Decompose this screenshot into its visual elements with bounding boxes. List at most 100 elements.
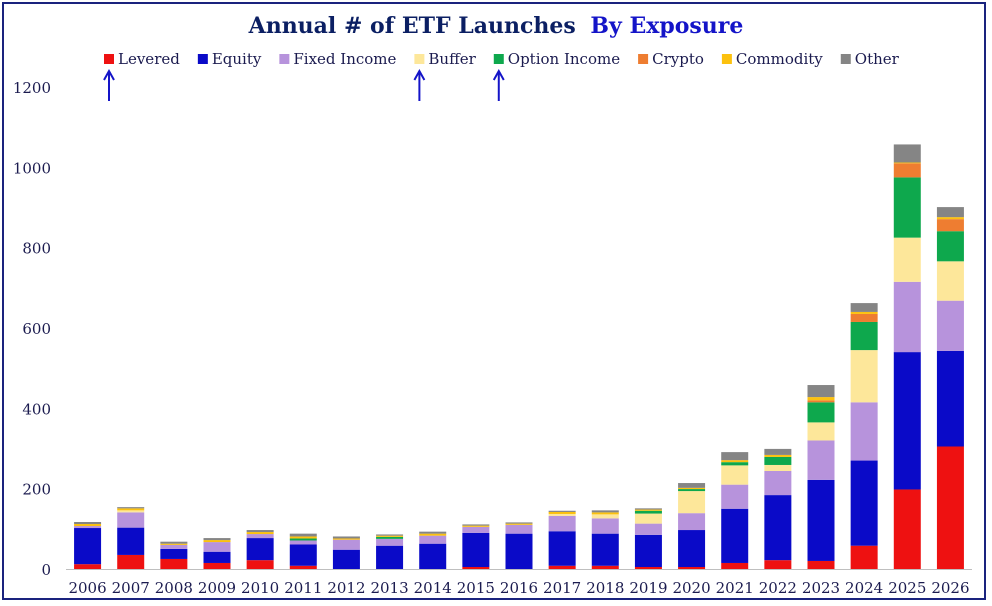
bar-segment-option-income (678, 489, 706, 492)
legend-item-equity: Equity (197, 50, 262, 68)
bar-segment-levered (634, 566, 662, 569)
bar-segment-fixed-income (203, 542, 231, 552)
bar-segment-other (289, 533, 317, 537)
legend-swatch (840, 54, 851, 64)
chart-title: Annual # of ETF Launches By Exposure (248, 13, 744, 39)
x-tick-label: 2014 (414, 579, 452, 597)
bar-segment-levered (591, 565, 619, 569)
bar-segment-equity (807, 479, 835, 561)
bar-segment-other (203, 538, 231, 541)
bar-segment-other (505, 522, 533, 524)
x-tick-label: 2019 (629, 579, 667, 597)
legend-swatch (414, 54, 425, 64)
bar-segment-other (850, 303, 878, 312)
legend-swatch (721, 54, 732, 64)
y-tick-label: 1200 (13, 79, 51, 97)
legend-swatch (104, 54, 114, 64)
legend-label: Commodity (736, 50, 823, 68)
bar-segment-other (117, 507, 145, 509)
bar-segment-fixed-income (160, 544, 188, 549)
x-tick-label: 2022 (759, 579, 797, 597)
bar-segment-other (721, 452, 749, 461)
y-tick-label: 1000 (13, 159, 51, 177)
bar-segment-levered (289, 565, 317, 569)
bar-segment-fixed-income (548, 515, 576, 532)
bar-segment-other (74, 522, 102, 525)
y-axis: 0 200 400 600 800 1000 1200 (13, 79, 51, 579)
bar-segment-fixed-income (117, 512, 145, 528)
y-tick-label: 800 (22, 240, 51, 258)
x-tick-label: 2025 (888, 579, 926, 597)
bar-segment-fixed-income (850, 402, 878, 461)
bar-segment-equity (678, 530, 706, 567)
legend-label: Buffer (428, 50, 476, 68)
bar-stack-2026 (936, 207, 964, 569)
bar-segment-fixed-income (893, 281, 921, 353)
legend-item-levered: Levered (104, 50, 180, 68)
legend-item-option-income: Option Income (493, 50, 620, 68)
x-tick-label: 2013 (370, 579, 408, 597)
bar-segment-option-income (936, 231, 964, 262)
bar-segment-commodity (936, 217, 964, 220)
bar-segment-fixed-income (332, 539, 360, 550)
bar-segment-buffer (117, 510, 145, 513)
bar-segment-commodity (160, 543, 188, 545)
x-tick-label: 2015 (457, 579, 495, 597)
bar-segment-fixed-income (807, 440, 835, 480)
x-tick-label: 2021 (716, 579, 754, 597)
bar-segment-commodity (289, 536, 317, 539)
bar-segment-equity (203, 551, 231, 563)
bar-segment-crypto (850, 313, 878, 322)
bar-segment-fixed-income (678, 513, 706, 531)
bar-segment-equity (764, 495, 792, 561)
bar-segment-commodity (548, 511, 576, 514)
bar-segment-levered (893, 489, 921, 569)
x-tick-label: 2018 (586, 579, 624, 597)
bar-stack-2019 (634, 508, 662, 569)
bar-segment-commodity (893, 162, 921, 164)
bar-segment-levered (721, 562, 749, 569)
bar-segment-fixed-income (936, 300, 964, 351)
legend-item-buffer: Buffer (414, 50, 477, 68)
x-tick-label: 2020 (672, 579, 710, 597)
annotations (103, 68, 505, 101)
bar-segment-other (893, 144, 921, 163)
bar-segment-equity (419, 543, 447, 569)
bar-segment-other (936, 207, 964, 218)
bar-stack-2025 (893, 144, 921, 569)
bar-segment-other (634, 508, 662, 510)
x-tick-label: 2009 (198, 579, 236, 597)
bar-segment-equity (721, 508, 749, 563)
bar-segment-commodity (332, 538, 360, 540)
bar-segment-fixed-income (505, 524, 533, 534)
bar-segment-commodity (462, 525, 490, 527)
legend-label: Option Income (508, 50, 620, 68)
bar-segment-levered (850, 545, 878, 569)
x-tick-label: 2026 (931, 579, 969, 597)
bar-segment-buffer (936, 261, 964, 301)
bar-stack-2015 (462, 524, 490, 569)
bar-segment-commodity (246, 532, 274, 535)
bar-segment-buffer (807, 422, 835, 441)
legend-item-commodity: Commodity (721, 50, 823, 68)
arrow-head (492, 68, 505, 81)
bar-segment-crypto (807, 400, 835, 403)
x-tick-label: 2007 (112, 579, 150, 597)
bar-segment-crypto (936, 219, 964, 232)
bar-segment-crypto (893, 163, 921, 178)
legend-item-fixed-income: Fixed Income (279, 50, 397, 68)
bar-segment-other (462, 524, 490, 526)
bar-stack-2014 (419, 531, 447, 569)
bar-segment-option-income (376, 536, 404, 539)
bar-stack-2021 (721, 452, 749, 569)
bar-stack-2020 (678, 483, 706, 569)
bar-segment-equity (936, 350, 964, 447)
bar-segment-option-income (289, 538, 317, 541)
bar-segment-option-income (764, 456, 792, 465)
bar-segment-equity (376, 545, 404, 569)
bar-segment-equity (246, 538, 274, 561)
legend: Levered Equity Fixed Income Buffer Option In… (104, 50, 900, 68)
bar-segment-buffer (764, 464, 792, 471)
bar-segment-other (332, 536, 360, 539)
